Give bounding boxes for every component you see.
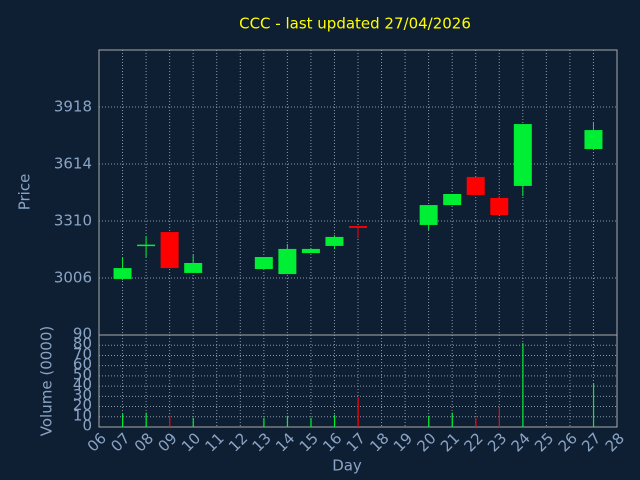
volume-bar xyxy=(192,417,194,427)
volume-bar xyxy=(310,417,312,427)
volume-axis-label: Volume (0000) xyxy=(38,326,56,436)
x-axis-label: Day xyxy=(332,457,362,475)
volume-bar xyxy=(263,417,265,427)
candle-body xyxy=(466,176,485,195)
y-tick-label: 20 xyxy=(73,396,92,414)
candle-body xyxy=(584,130,603,149)
y-tick-label: 3918 xyxy=(54,98,92,116)
chart-title: CCC - last updated 27/04/2026 xyxy=(239,15,471,33)
candle-body xyxy=(490,197,509,215)
candle-body xyxy=(254,257,273,269)
y-tick-label: 60 xyxy=(73,355,92,373)
candle-body xyxy=(513,124,532,186)
volume-bar xyxy=(451,412,453,427)
y-tick-label: 3310 xyxy=(54,212,92,230)
volume-bar xyxy=(522,343,524,427)
candle-body xyxy=(325,236,344,246)
y-tick-label: 3614 xyxy=(54,155,92,173)
candle-body xyxy=(301,248,320,254)
volume-bar xyxy=(122,413,124,427)
candle-body xyxy=(160,232,179,269)
candle-body xyxy=(443,194,462,206)
candle-body xyxy=(184,263,203,273)
volume-bar xyxy=(475,417,477,427)
volume-bar xyxy=(357,397,359,427)
volume-bar xyxy=(286,415,289,427)
y-tick-label: 30 xyxy=(73,386,92,404)
candle-body xyxy=(419,205,438,225)
y-tick-label: 0 xyxy=(82,417,92,435)
candle-body xyxy=(349,226,367,228)
y-tick-label: 70 xyxy=(73,345,92,363)
y-tick-label: 3006 xyxy=(54,269,92,287)
volume-bar xyxy=(498,407,500,427)
y-tick-label: 90 xyxy=(73,325,92,343)
y-axis-label: Price xyxy=(16,174,34,211)
y-tick-label: 80 xyxy=(73,335,92,353)
volume-bar xyxy=(145,412,147,427)
candle-body xyxy=(113,268,132,279)
volume-bar xyxy=(333,414,336,427)
volume-bar xyxy=(592,383,595,427)
y-tick-label: 40 xyxy=(73,376,92,394)
candle-body xyxy=(278,248,297,275)
y-tick-label: 10 xyxy=(73,406,92,424)
candle-body xyxy=(137,244,156,247)
y-tick-label: 50 xyxy=(73,365,92,383)
volume-bar xyxy=(428,415,430,427)
volume-bar xyxy=(169,415,171,427)
